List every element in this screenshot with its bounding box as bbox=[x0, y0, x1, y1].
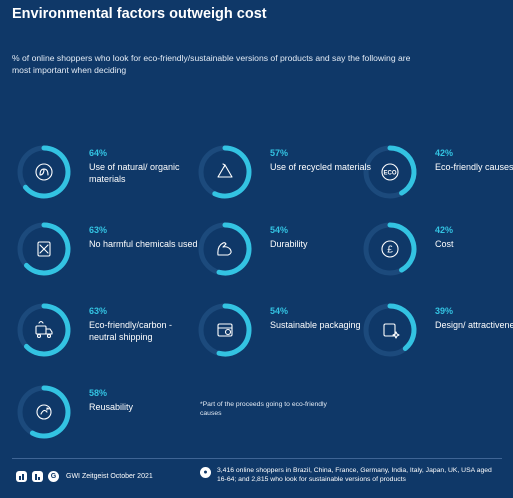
factor-label: No harmful chemicals used bbox=[89, 239, 198, 249]
radial-item-10 bbox=[17, 385, 71, 439]
audience-icon: ● bbox=[200, 467, 211, 478]
factor-percentage: 42% bbox=[435, 148, 454, 158]
radial-item-7 bbox=[17, 303, 71, 357]
radial-arc-63 bbox=[24, 222, 71, 276]
source-block: G GWI Zeitgeist October 2021 bbox=[16, 469, 153, 483]
footnote: *Part of the proceeds going to eco-frien… bbox=[200, 401, 327, 417]
package-icon bbox=[217, 323, 233, 337]
page-title: Environmental factors outweigh cost bbox=[12, 6, 267, 22]
svg-text:ECO: ECO bbox=[383, 171, 396, 177]
sample-block: ● 3,416 online shoppers in Brazil, China… bbox=[200, 466, 500, 484]
leaves-icon bbox=[35, 163, 53, 181]
factor-percentage: 58% bbox=[89, 388, 108, 398]
factor-label: Reusability bbox=[89, 402, 134, 412]
radial-arc-64 bbox=[23, 145, 71, 199]
radial-item-8 bbox=[198, 303, 252, 357]
radial-arc-54 bbox=[216, 303, 252, 357]
delivery-truck-icon bbox=[35, 320, 53, 339]
factor-label: Cost bbox=[435, 239, 454, 249]
radial-item-4 bbox=[17, 222, 71, 276]
radial-item-2 bbox=[198, 145, 252, 199]
radial-arc-63 bbox=[24, 303, 71, 357]
factor-percentage: 39% bbox=[435, 306, 454, 316]
chart-logo-icon bbox=[16, 470, 27, 482]
factor-percentage: 42% bbox=[435, 225, 454, 235]
factor-label: Use of recycled materials bbox=[270, 162, 372, 172]
factor-label: Eco-friendly causes* bbox=[435, 162, 513, 172]
factor-percentage: 64% bbox=[89, 148, 108, 158]
factor-percentage: 63% bbox=[89, 225, 108, 235]
factor-percentage: 54% bbox=[270, 225, 289, 235]
radial-arc-57 bbox=[212, 145, 252, 199]
factor-label: Design/ attractiveness bbox=[435, 320, 513, 330]
radial-arc-58 bbox=[29, 385, 71, 439]
radial-item-6: £ bbox=[363, 222, 417, 276]
pound-coin-icon: £ bbox=[381, 240, 399, 258]
eco-badge-icon: ECO bbox=[381, 163, 399, 181]
radial-arc-54 bbox=[216, 222, 252, 276]
svg-text:£: £ bbox=[387, 245, 393, 256]
reuse-icon bbox=[36, 404, 52, 420]
recycle-icon bbox=[217, 163, 233, 178]
gwi-logo-icon: G bbox=[48, 470, 59, 482]
sample-text: 3,416 online shoppers in Brazil, China, … bbox=[217, 467, 492, 483]
radial-arc-42 bbox=[387, 145, 417, 196]
sparkle-design-icon bbox=[383, 323, 400, 339]
radial-item-1 bbox=[17, 145, 71, 199]
radial-item-3: ECO bbox=[363, 145, 417, 199]
data-logo-icon bbox=[32, 470, 43, 482]
footer-divider bbox=[12, 458, 502, 459]
factor-label: Use of natural/ organic materials bbox=[89, 162, 180, 184]
radial-arc-42 bbox=[387, 222, 417, 273]
radial-item-5 bbox=[198, 222, 252, 276]
radial-arc-39 bbox=[387, 303, 417, 351]
factor-percentage: 57% bbox=[270, 148, 289, 158]
factor-label: Eco-friendly/carbon -neutral shipping bbox=[89, 320, 173, 342]
flexed-arm-icon bbox=[217, 242, 232, 256]
radial-item-9 bbox=[363, 303, 417, 357]
factor-percentage: 63% bbox=[89, 306, 108, 316]
factor-percentage: 54% bbox=[270, 306, 289, 316]
page-subtitle: % of online shoppers who look for eco-fr… bbox=[12, 53, 411, 75]
no-chemicals-icon bbox=[37, 241, 51, 257]
factor-label: Sustainable packaging bbox=[270, 320, 361, 330]
factor-label: Durability bbox=[270, 239, 308, 249]
source-text: GWI Zeitgeist October 2021 bbox=[66, 472, 153, 480]
